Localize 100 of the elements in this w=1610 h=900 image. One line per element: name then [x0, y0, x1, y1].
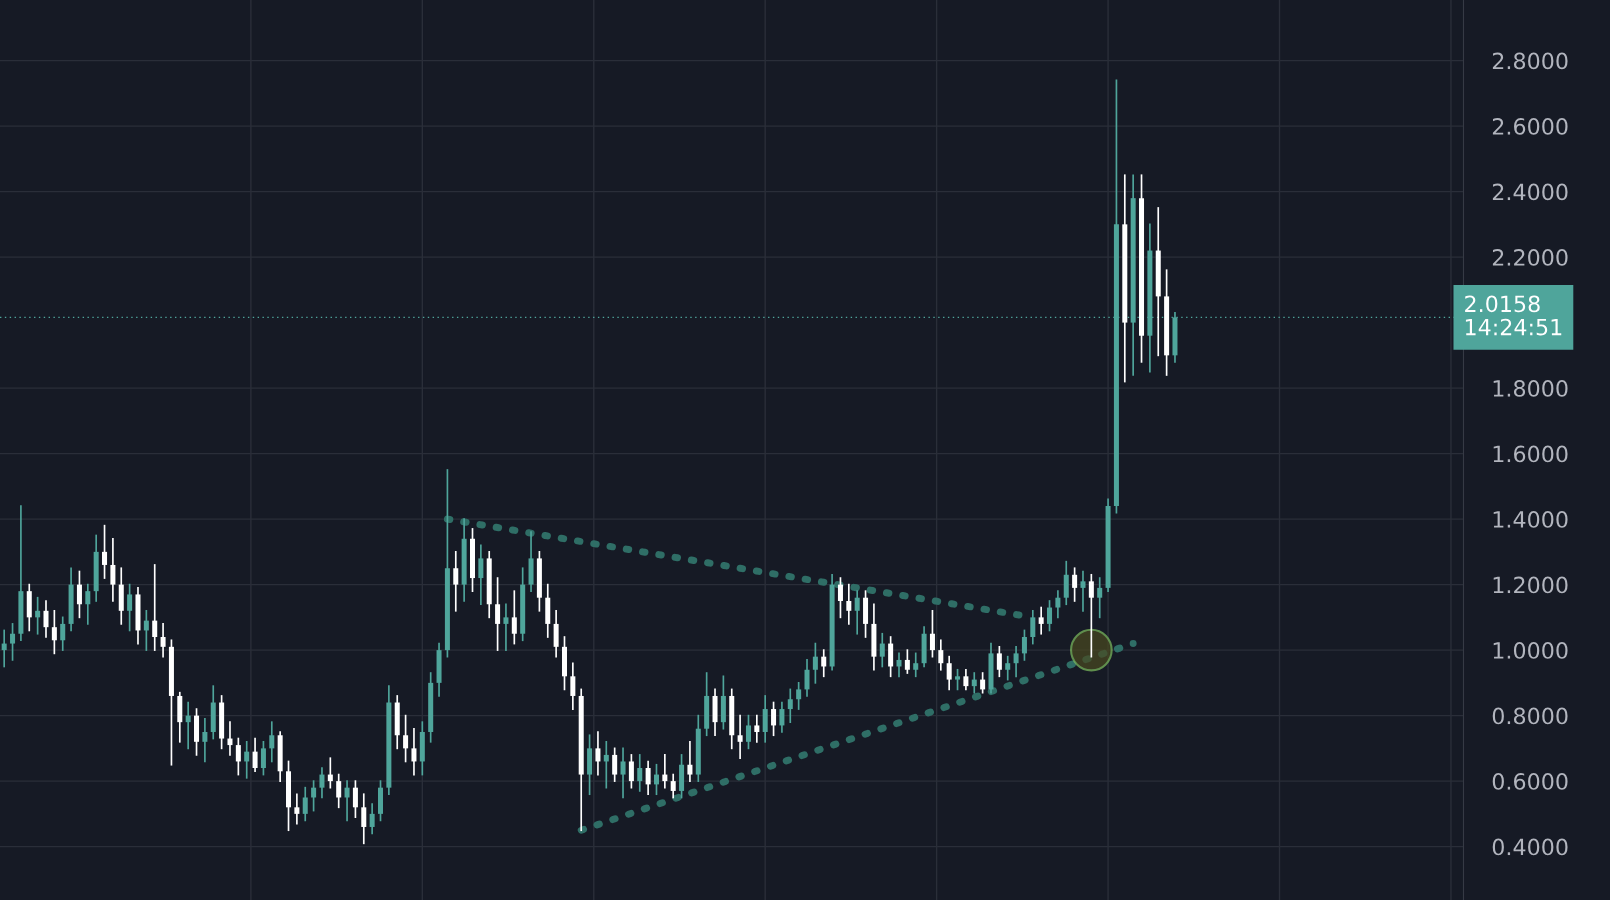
- candlestick: [888, 636, 894, 678]
- candlestick: [938, 639, 944, 671]
- candlestick: [796, 682, 802, 710]
- y-tick-label: 2.8000: [1492, 52, 1568, 70]
- candlestick: [1097, 577, 1103, 619]
- candlestick: [152, 564, 158, 651]
- candlestick: [235, 737, 241, 776]
- candlestick: [10, 623, 16, 661]
- candlestick: [260, 740, 266, 776]
- candlestick: [1072, 567, 1078, 602]
- candlestick: [628, 754, 634, 789]
- candlestick: [612, 747, 618, 782]
- candlestick: [244, 740, 250, 779]
- candlestick: [570, 662, 576, 710]
- candlestick: [553, 609, 559, 658]
- y-tick-label: 2.2000: [1492, 249, 1568, 266]
- candlestick: [160, 623, 166, 658]
- candlestick: [896, 652, 902, 678]
- candlestick: [955, 668, 961, 691]
- candlestick: [879, 632, 885, 668]
- candlestick: [453, 551, 459, 612]
- candlestick: [971, 672, 977, 694]
- candlestick: [110, 537, 116, 602]
- candlestick: [511, 590, 517, 645]
- y-tick-label: 0.8000: [1492, 707, 1568, 725]
- candlestick: [85, 583, 91, 625]
- candlestick: [344, 780, 350, 822]
- candlestick: [478, 544, 484, 606]
- candlestick: [929, 609, 935, 658]
- y-tick-label: 1.8000: [1493, 380, 1568, 397]
- candlestick: [837, 577, 843, 619]
- candlestick: [645, 760, 651, 796]
- candlestick: [1038, 606, 1044, 635]
- candlestick: [76, 570, 82, 619]
- candlestick: [854, 590, 860, 635]
- candlestick: [1063, 560, 1069, 606]
- candlestick: [127, 583, 133, 632]
- candlestick: [143, 609, 149, 651]
- candlestick: [737, 714, 743, 760]
- y-tick-label: 1.2000: [1493, 576, 1568, 594]
- candlestick: [319, 767, 325, 799]
- candlestick: [185, 701, 191, 750]
- candlestick: [980, 672, 986, 694]
- y-tick-label: 1.6000: [1493, 445, 1568, 463]
- candlestick: [411, 727, 417, 776]
- candlestick: [227, 721, 233, 756]
- candlestick: [963, 668, 969, 691]
- y-tick-label: 0.6000: [1492, 773, 1568, 790]
- candlestick: [352, 780, 358, 818]
- candlestick: [787, 688, 793, 723]
- candlestick: [327, 757, 333, 789]
- y-tick-label: 1.0000: [1493, 642, 1568, 659]
- candlestick: [1, 629, 7, 668]
- candlestick: [311, 780, 317, 812]
- candlestick: [913, 652, 919, 678]
- candlestick: [821, 649, 827, 678]
- candlestick: [762, 695, 768, 743]
- candlestick: [662, 754, 668, 789]
- candlestick: [1088, 573, 1094, 658]
- candlestick: [1013, 645, 1019, 678]
- candlestick: [754, 714, 760, 743]
- candlestick: [269, 721, 275, 763]
- candlestick: [1021, 629, 1027, 661]
- candlestick: [653, 763, 659, 796]
- y-tick-label: 2.4000: [1492, 183, 1568, 201]
- candlestick: [804, 659, 810, 697]
- candlestick: [302, 786, 308, 822]
- candlestick: [1080, 570, 1086, 612]
- candlestick: [771, 701, 777, 737]
- y-tick-label: 0.4000: [1492, 838, 1568, 856]
- candlestick: [687, 740, 693, 782]
- candlestick: [595, 731, 601, 776]
- candlestick: [1047, 600, 1053, 632]
- candlestick: [51, 609, 57, 655]
- candlestick: [637, 754, 643, 792]
- candlestick: [996, 645, 1002, 678]
- candlestick: [503, 603, 509, 651]
- candlestick: [745, 714, 751, 750]
- candlestick: [846, 583, 852, 625]
- candlestick: [336, 773, 342, 809]
- candlestick: [904, 649, 910, 674]
- candlestick: [403, 714, 409, 763]
- candlestick: [252, 737, 258, 773]
- candlestick: [202, 718, 208, 763]
- candlestick: [294, 793, 300, 825]
- candlestick: [670, 773, 676, 799]
- candlestick: [43, 600, 49, 638]
- candlestick: [1005, 655, 1011, 681]
- candlestick: [620, 747, 626, 799]
- candlestick: [369, 803, 375, 835]
- candlestick: [35, 596, 41, 635]
- candlestick: [812, 642, 818, 684]
- candlestick: [102, 524, 108, 579]
- candlestick: [361, 793, 367, 845]
- candlestick: [495, 577, 501, 651]
- y-tick-label: 2.6000: [1492, 118, 1568, 135]
- candlestick: [603, 740, 609, 789]
- y-tick-label: 1.4000: [1493, 511, 1568, 528]
- candlestick: [779, 701, 785, 733]
- candlestick: [1030, 609, 1036, 645]
